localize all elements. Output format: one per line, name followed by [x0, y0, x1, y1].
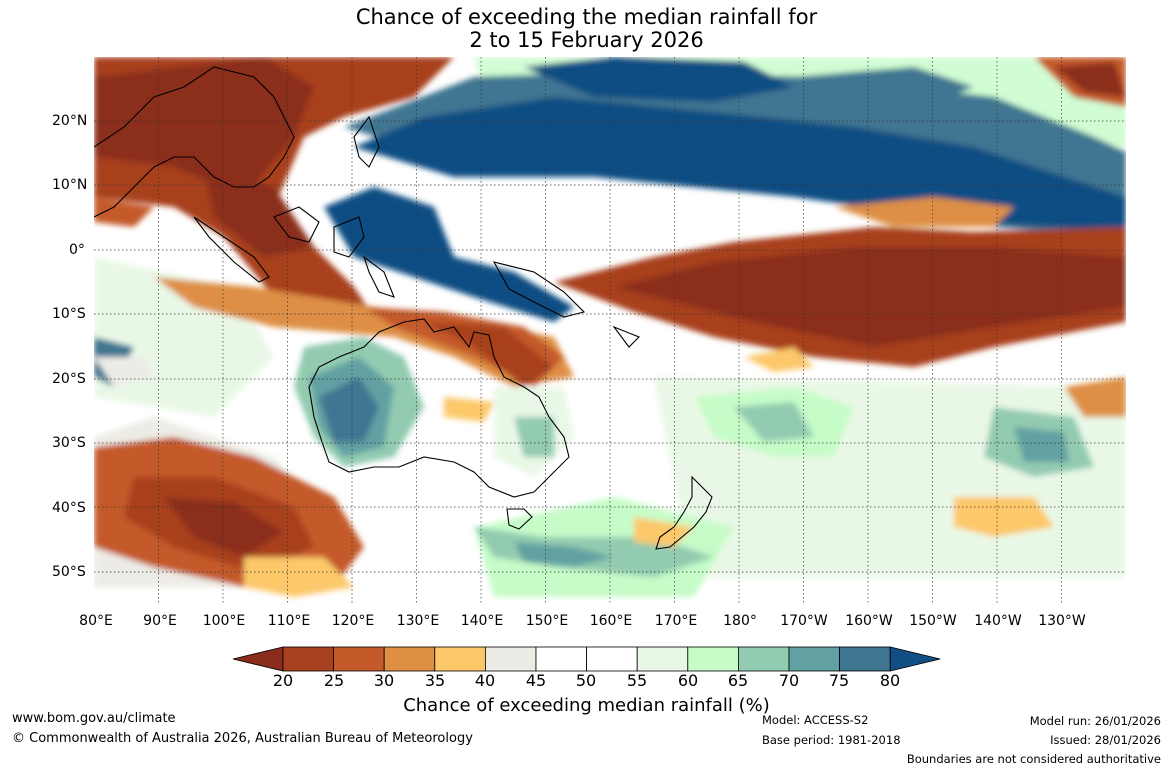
- coastlines: [94, 66, 713, 550]
- colorbar-extend-low: [232, 646, 284, 672]
- lat-label-10n: 10°N: [52, 177, 88, 193]
- colorbar-extend-high: [889, 646, 941, 672]
- lat-label-50s: 50°S: [52, 564, 86, 580]
- colorbar-title: Chance of exceeding median rainfall (%): [403, 695, 770, 716]
- probability-fields: [94, 57, 1126, 597]
- lat-label-30s: 30°S: [52, 435, 86, 451]
- colorbar-segment: [687, 646, 739, 672]
- colorbar-segment: [839, 646, 891, 672]
- colorbar-segment: [434, 646, 486, 672]
- colorbar-tick-45: 45: [525, 671, 547, 690]
- colorbar-tick-20: 20: [272, 671, 294, 690]
- colorbar-segment: [535, 646, 587, 672]
- lon-label-80e: 80°E: [79, 613, 113, 629]
- lat-label-20s: 20°S: [52, 371, 86, 387]
- lon-label-140e: 140°E: [460, 613, 504, 629]
- lon-label-170w: 170°W: [780, 613, 828, 629]
- colorbar-tick-40: 40: [474, 671, 496, 690]
- lon-label-130e: 130°E: [396, 613, 440, 629]
- lon-label-140w: 140°W: [974, 613, 1022, 629]
- model-run-date: Model run: 26/01/2026: [1029, 714, 1161, 728]
- lon-label-160w: 160°W: [845, 613, 893, 629]
- colorbar-segment: [636, 646, 689, 672]
- colorbar-segment: [333, 646, 385, 672]
- colorbar-tick-70: 70: [778, 671, 800, 690]
- lon-label-130w: 130°W: [1038, 613, 1086, 629]
- lon-label-170e: 170°E: [654, 613, 698, 629]
- lat-label-40s: 40°S: [52, 500, 86, 516]
- model-name: Model: ACCESS-S2: [762, 713, 869, 727]
- colorbar-tick-30: 30: [373, 671, 395, 690]
- copyright-text: © Commonwealth of Australia 2026, Austra…: [12, 731, 473, 746]
- colorbar-segment: [484, 646, 537, 672]
- map-title-line-1: Chance of exceeding the median rainfall …: [355, 5, 818, 29]
- website-link[interactable]: www.bom.gov.au/climate: [12, 711, 176, 726]
- colorbar-segment: [282, 646, 334, 672]
- lat-label-0: 0°: [69, 242, 85, 258]
- colorbar: [232, 646, 941, 672]
- lon-label-120e: 120°E: [331, 613, 375, 629]
- lon-label-180: 180°: [723, 613, 757, 629]
- colorbar-tick-55: 55: [626, 671, 648, 690]
- colorbar-tick-60: 60: [677, 671, 699, 690]
- boundaries-disclaimer: Boundaries are not considered authoritat…: [906, 752, 1161, 766]
- lon-label-150w: 150°W: [909, 613, 957, 629]
- colorbar-tick-25: 25: [323, 671, 345, 690]
- base-period: Base period: 1981-2018: [762, 733, 901, 747]
- colorbar-segment: [737, 646, 790, 672]
- issued-date: Issued: 28/01/2026: [1050, 733, 1161, 747]
- colorbar-tick-35: 35: [424, 671, 446, 690]
- colorbar-tick-65: 65: [727, 671, 749, 690]
- colorbar-tick-75: 75: [828, 671, 850, 690]
- lon-label-100e: 100°E: [202, 613, 246, 629]
- lon-label-160e: 160°E: [589, 613, 633, 629]
- map-title-line-2: 2 to 15 February 2026: [469, 28, 704, 52]
- colorbar-tick-80: 80: [879, 671, 901, 690]
- lat-label-10s: 10°S: [52, 306, 86, 322]
- colorbar-tick-50: 50: [575, 671, 597, 690]
- graticule: [94, 57, 1126, 604]
- rainfall-probability-map: [94, 57, 1126, 604]
- colorbar-segment: [788, 646, 840, 672]
- lat-label-20n: 20°N: [52, 113, 88, 129]
- lon-label-150e: 150°E: [525, 613, 569, 629]
- lon-label-110e: 110°E: [267, 613, 311, 629]
- colorbar-segment: [586, 646, 638, 672]
- colorbar-segment: [383, 646, 436, 672]
- lon-label-90e: 90°E: [143, 613, 177, 629]
